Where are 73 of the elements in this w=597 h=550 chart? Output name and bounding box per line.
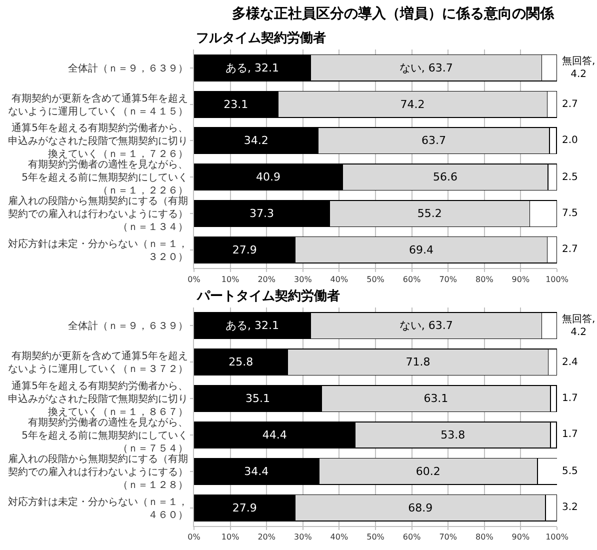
data-label: 56.6 [432, 170, 458, 184]
data-label: 63.1 [424, 392, 448, 406]
x-tick-label: 10% [221, 274, 240, 284]
data-label: 34.4 [244, 464, 269, 478]
y-tick-label: 雇入れの段階から無期契約にする（有期契約での雇入れは行わないようにする）（ｎ＝１２８） [8, 452, 188, 491]
data-label: 55.2 [417, 207, 442, 220]
x-tick-label: 80% [476, 532, 494, 542]
data-label: 2.7 [562, 99, 578, 110]
data-label: 無回答,4.2 [562, 55, 596, 80]
data-label: 3.2 [562, 502, 578, 513]
data-label: 40.9 [256, 170, 280, 184]
x-tick-label: 50% [366, 532, 385, 542]
x-tick-label: 70% [439, 532, 458, 542]
data-label: 2.0 [562, 135, 578, 146]
x-tick-label: 30% [294, 532, 312, 542]
y-tick-label: 有期契約が更新を含めて通算5年を超えないように運用していく（ｎ＝３７２） [8, 350, 188, 376]
x-tick-label: 100% [546, 274, 569, 284]
data-label: 27.9 [232, 243, 257, 256]
data-label: 1.7 [562, 429, 578, 440]
chart-title: 多様な正社員区分の導入（増員）に係る意向の関係 [232, 5, 555, 22]
y-tick-label: 雇入れの段階から無期契約にする（有期契約での雇入れは行わないようにする）（ｎ＝１３４） [8, 195, 188, 234]
data-label: 63.7 [422, 134, 446, 148]
y-tick-label: 通算5年を超える有期契約労働者から、申込みがなされた段階で無期契約に切り換えていく（ｎ＝１，７２６） [8, 122, 188, 160]
data-label: 2.4 [562, 357, 578, 368]
data-label: 68.9 [408, 501, 433, 514]
data-label: 44.4 [262, 428, 287, 442]
y-tick-label: 対応方針は未定・分からない（ｎ＝１，３２０） [8, 238, 188, 263]
y-tick-label: 有期契約が更新を含めて通算5年を超えないように運用していく（ｎ＝４１５） [8, 92, 188, 118]
x-tick-label: 50% [366, 274, 385, 284]
data-label: 2.5 [562, 172, 578, 183]
data-label: ある, 32.1 [226, 61, 280, 74]
data-label: 無回答,4.2 [562, 313, 596, 338]
x-tick-label: 30% [294, 274, 312, 284]
y-tick-label: 全体計（ｎ＝９，６３９） [68, 62, 188, 74]
data-label: 27.9 [232, 501, 257, 514]
x-tick-label: 40% [330, 532, 348, 542]
data-label: 23.1 [224, 98, 248, 111]
data-label: 5.5 [562, 466, 578, 477]
chart-subtitle: パートタイム契約労働者 [196, 288, 340, 304]
x-tick-label: 90% [512, 274, 530, 284]
data-label: ある, 32.1 [226, 319, 280, 332]
x-tick-label: 60% [402, 532, 422, 542]
x-tick-label: 90% [512, 532, 530, 542]
data-label: 2.7 [562, 244, 578, 255]
x-tick-label: 70% [439, 274, 458, 284]
data-label: 60.2 [416, 464, 440, 478]
data-label: 53.8 [440, 428, 466, 442]
chart-subtitle: フルタイム契約労働者 [196, 30, 326, 46]
x-tick-label: 60% [402, 274, 422, 284]
x-tick-label: 40% [330, 274, 348, 284]
y-tick-label: 有期契約労働者の適性を見ながら、5年を超える前に無期契約にしていく（ｎ＝７５４） [22, 416, 188, 454]
x-tick-label: 20% [258, 532, 276, 542]
data-label: 34.2 [244, 134, 268, 148]
x-tick-label: 100% [546, 532, 569, 542]
x-tick-label: 10% [221, 532, 240, 542]
x-tick-label: 0% [188, 274, 201, 284]
data-label: 71.8 [406, 356, 430, 369]
data-label: 69.4 [408, 243, 434, 256]
data-label: ない, 63.7 [399, 61, 453, 74]
x-tick-label: 80% [476, 274, 494, 284]
data-label: 74.2 [400, 98, 425, 111]
y-tick-label: 通算5年を超える有期契約労働者から、申込みがなされた段階で無期契約に切り換えていく（ｎ＝１，８６７） [8, 380, 188, 418]
data-label: 37.3 [249, 207, 274, 220]
data-label: ない, 63.7 [399, 319, 453, 332]
data-label: 7.5 [562, 208, 578, 219]
data-label: 25.8 [228, 356, 254, 369]
data-label: 1.7 [562, 393, 578, 404]
x-tick-label: 0% [188, 532, 201, 542]
x-tick-label: 20% [258, 274, 276, 284]
y-tick-label: 有期契約労働者の適性を見ながら、5年を超える前に無期契約にしていく（ｎ＝１，２２６） [22, 158, 188, 197]
y-tick-label: 全体計（ｎ＝９，６３９） [68, 320, 188, 332]
data-label: 35.1 [245, 392, 270, 406]
y-tick-label: 対応方針は未定・分からない（ｎ＝１，４６０） [8, 496, 188, 521]
